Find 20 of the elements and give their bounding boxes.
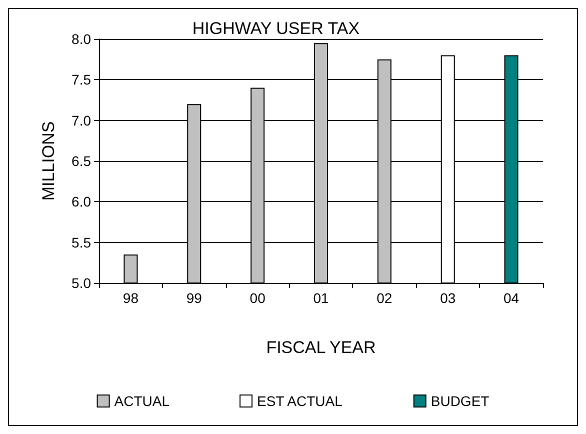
x-tick-label: 01 <box>313 290 329 306</box>
x-tick-label: 03 <box>440 290 456 306</box>
legend-label: EST ACTUAL <box>257 393 343 409</box>
y-tick-label: 5.5 <box>72 234 92 250</box>
legend-label: BUDGET <box>430 393 490 409</box>
y-tick-label: 6.5 <box>72 153 92 169</box>
x-tick-label: 04 <box>503 290 520 306</box>
y-tick-label: 8.0 <box>72 31 92 47</box>
y-tick-label: 7.5 <box>72 72 92 88</box>
legend-label: ACTUAL <box>114 393 170 409</box>
chart-title: HIGHWAY USER TAX <box>192 19 360 38</box>
y-tick-label: 7.0 <box>72 112 92 128</box>
x-tick-label: 00 <box>250 290 266 306</box>
y-tick-label: 5.0 <box>72 275 92 291</box>
x-tick-label: 02 <box>376 290 392 306</box>
y-tick-label: 6.0 <box>72 194 92 210</box>
y-axis-title: MILLIONS <box>39 121 58 201</box>
x-tick-label: 98 <box>122 290 139 306</box>
x-axis-title: FISCAL YEAR <box>266 338 376 357</box>
x-tick-label: 99 <box>186 290 202 306</box>
